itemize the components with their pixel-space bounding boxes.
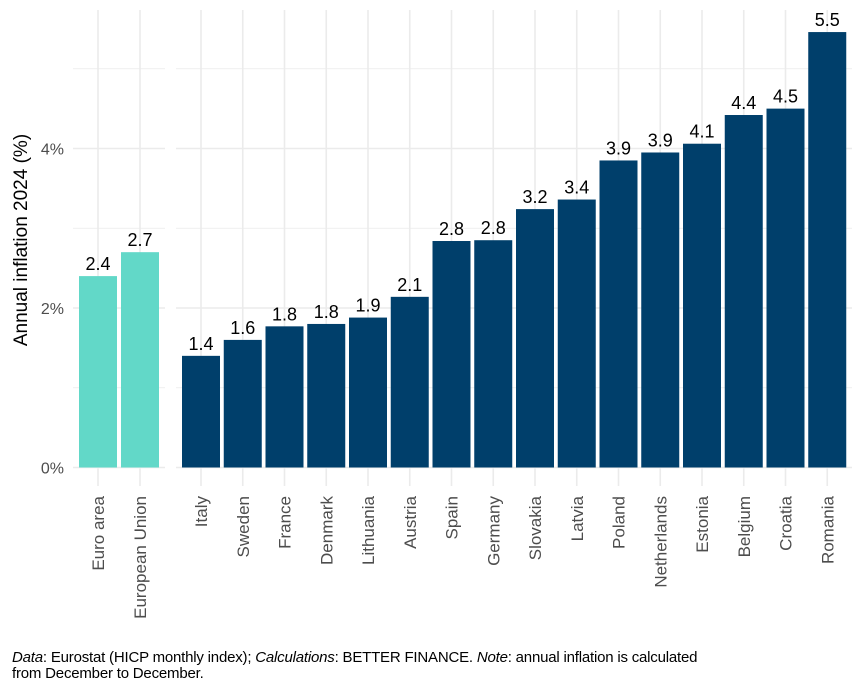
x-tick-label: Lithuania: [359, 495, 378, 565]
bar-poland: [599, 160, 638, 468]
x-tick-label: Poland: [610, 496, 629, 549]
value-label: 1.9: [355, 296, 380, 316]
bars-layer: [79, 32, 847, 468]
y-tick-label: 2%: [41, 301, 64, 318]
bar-latvia: [557, 199, 596, 468]
bar-european-union: [121, 252, 159, 468]
value-label: 2.7: [127, 230, 152, 250]
axis-layer: Euro area European Union Italy Sweden France…: [41, 142, 837, 619]
value-label: 2.8: [439, 219, 464, 239]
inflation-bar-chart: 2.4 2.7 1.4 1.6 1.8 1.8 1.9 2.1 2.8 2.8 3.2 3.4 3.9 3…: [11, 10, 852, 619]
bar-croatia: [766, 108, 805, 468]
value-labels-layer: 2.4 2.7 1.4 1.6 1.8 1.8 1.9 2.1 2.8 2.8 3.2 3.4 3.9 3…: [85, 10, 839, 354]
caption-note-label: Note: [476, 649, 508, 666]
bar-germany: [474, 240, 513, 468]
bar-euro-area: [79, 276, 117, 468]
x-tick-label: Spain: [443, 496, 462, 539]
bar-lithuania: [349, 317, 387, 468]
value-label: 2.8: [481, 218, 506, 238]
y-axis-title: Annual inflation 2024 (%): [11, 134, 32, 346]
value-label: 2.4: [85, 254, 110, 274]
caption-data-label: Data: [12, 649, 43, 666]
value-label: 1.8: [314, 302, 339, 322]
x-tick-label: Euro area: [89, 495, 108, 570]
x-tick-label: Romania: [818, 495, 837, 564]
bar-austria: [390, 296, 429, 468]
bar-belgium: [724, 115, 763, 468]
x-tick-label: Germany: [484, 496, 503, 566]
bar-estonia: [683, 143, 721, 468]
value-label: 3.2: [522, 187, 547, 207]
x-tick-label: Netherlands: [651, 496, 670, 588]
x-tick-label: Slovakia: [526, 495, 545, 560]
chart-caption: Data: Eurostat (HICP monthly index); Cal…: [12, 650, 712, 682]
y-tick-label: 4%: [41, 142, 64, 159]
value-label: 4.1: [689, 122, 714, 142]
x-tick-label: Denmark: [317, 496, 336, 565]
x-tick-label: Sweden: [234, 496, 253, 557]
bar-romania: [808, 32, 847, 468]
x-tick-label: Latvia: [568, 495, 587, 541]
bar-slovakia: [516, 209, 554, 468]
caption-calc-text: : BETTER FINANCE.: [334, 649, 477, 666]
value-label: 1.6: [230, 318, 255, 338]
y-tick-label: 0%: [41, 461, 64, 478]
x-tick-label: European Union: [131, 496, 150, 619]
bar-sweden: [223, 339, 262, 468]
value-label: 4.4: [731, 93, 756, 113]
x-tick-label: Estonia: [693, 495, 712, 552]
value-label: 3.9: [648, 130, 673, 150]
bar-denmark: [307, 323, 346, 468]
x-tick-label: Italy: [192, 496, 211, 528]
x-tick-label: Austria: [401, 495, 420, 548]
value-label: 1.4: [188, 334, 213, 354]
caption-note-text: : annual inflation is calculated from De…: [12, 649, 698, 682]
value-label: 2.1: [397, 275, 422, 295]
bar-italy: [182, 355, 220, 468]
x-tick-label: France: [276, 496, 295, 549]
value-label: 3.9: [606, 138, 631, 158]
x-tick-label: Belgium: [735, 496, 754, 557]
caption-calc-label: Calculations: [255, 649, 335, 666]
x-tick-label: Croatia: [777, 495, 796, 550]
value-label: 3.4: [564, 178, 589, 198]
value-label: 4.5: [773, 87, 798, 107]
caption-data-text: : Eurostat (HICP monthly index);: [42, 649, 256, 666]
value-label: 1.8: [272, 304, 297, 324]
bar-spain: [432, 241, 471, 468]
bar-netherlands: [641, 152, 680, 468]
bar-france: [265, 326, 304, 468]
value-label: 5.5: [815, 10, 840, 30]
